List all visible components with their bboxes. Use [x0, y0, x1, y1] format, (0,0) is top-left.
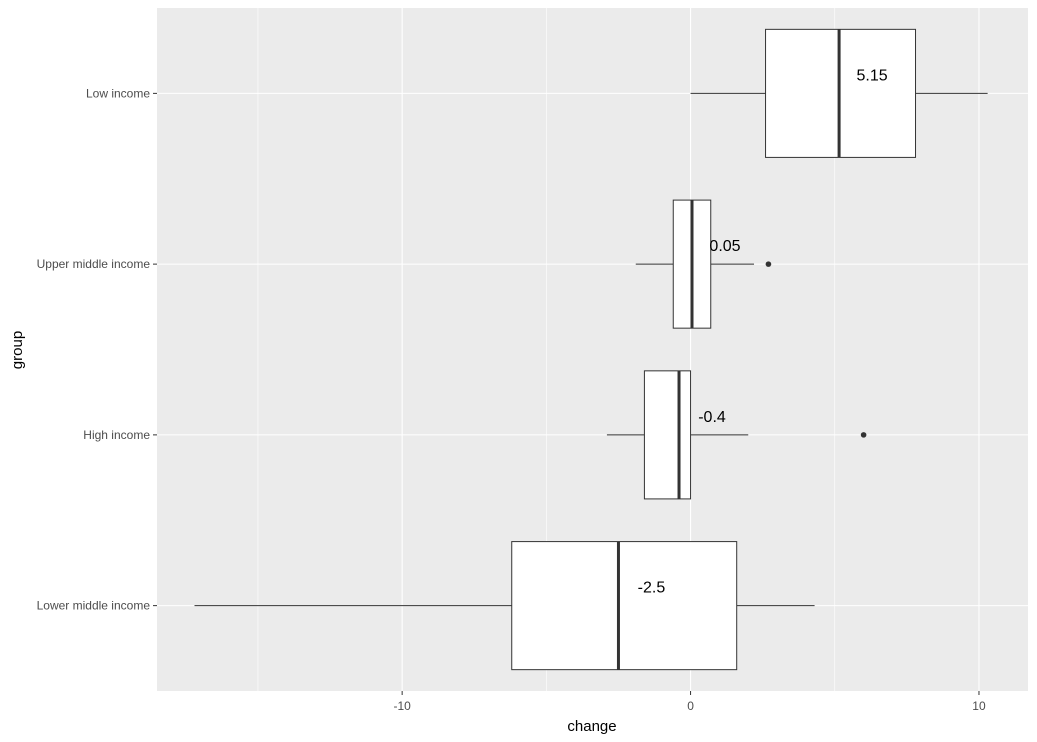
y-axis-title: group [9, 331, 26, 369]
median-label: -0.4 [698, 409, 726, 426]
x-tick-label: -10 [393, 699, 411, 713]
outlier-point [765, 261, 772, 267]
boxes: 5.15 0.05 -0.4 -2.5 [194, 28, 988, 671]
box [511, 541, 738, 671]
x-axis-title: change [567, 718, 616, 735]
x-axis-ticks: -10 0 10 [393, 691, 986, 713]
y-axis-ticks: Lower middle income High income Upper midd… [37, 86, 157, 613]
y-tick-label: Low income [86, 86, 150, 100]
box-group: 0.05 [635, 199, 772, 329]
x-tick-label: 0 [687, 699, 694, 713]
median-label: -2.5 [638, 580, 666, 597]
y-tick-label: Upper middle income [37, 257, 151, 271]
median-label: 0.05 [709, 238, 740, 255]
box-group: -2.5 [194, 541, 815, 671]
y-tick-label: Lower middle income [37, 599, 151, 613]
median-label: 5.15 [857, 67, 888, 84]
outlier-point [860, 432, 867, 438]
box-group: 5.15 [690, 28, 988, 158]
box-group: -0.4 [606, 370, 867, 500]
x-tick-label: 10 [972, 699, 986, 713]
box [643, 370, 692, 500]
y-tick-label: High income [83, 428, 150, 442]
